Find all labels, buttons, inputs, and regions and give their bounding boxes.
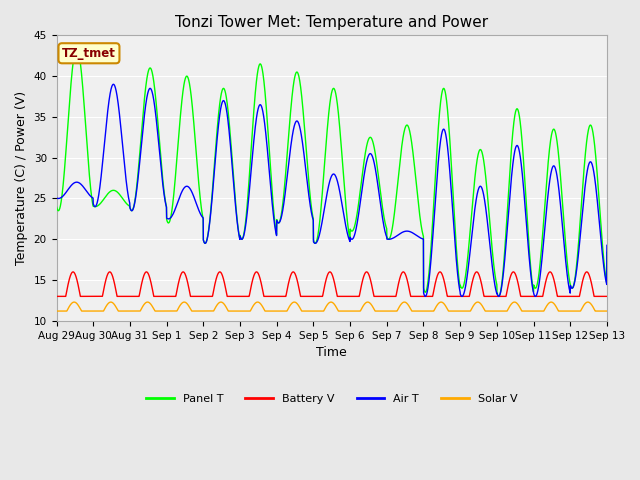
- Text: TZ_tmet: TZ_tmet: [62, 47, 116, 60]
- Legend: Panel T, Battery V, Air T, Solar V: Panel T, Battery V, Air T, Solar V: [141, 389, 522, 408]
- Title: Tonzi Tower Met: Temperature and Power: Tonzi Tower Met: Temperature and Power: [175, 15, 488, 30]
- X-axis label: Time: Time: [316, 346, 347, 359]
- Y-axis label: Temperature (C) / Power (V): Temperature (C) / Power (V): [15, 91, 28, 265]
